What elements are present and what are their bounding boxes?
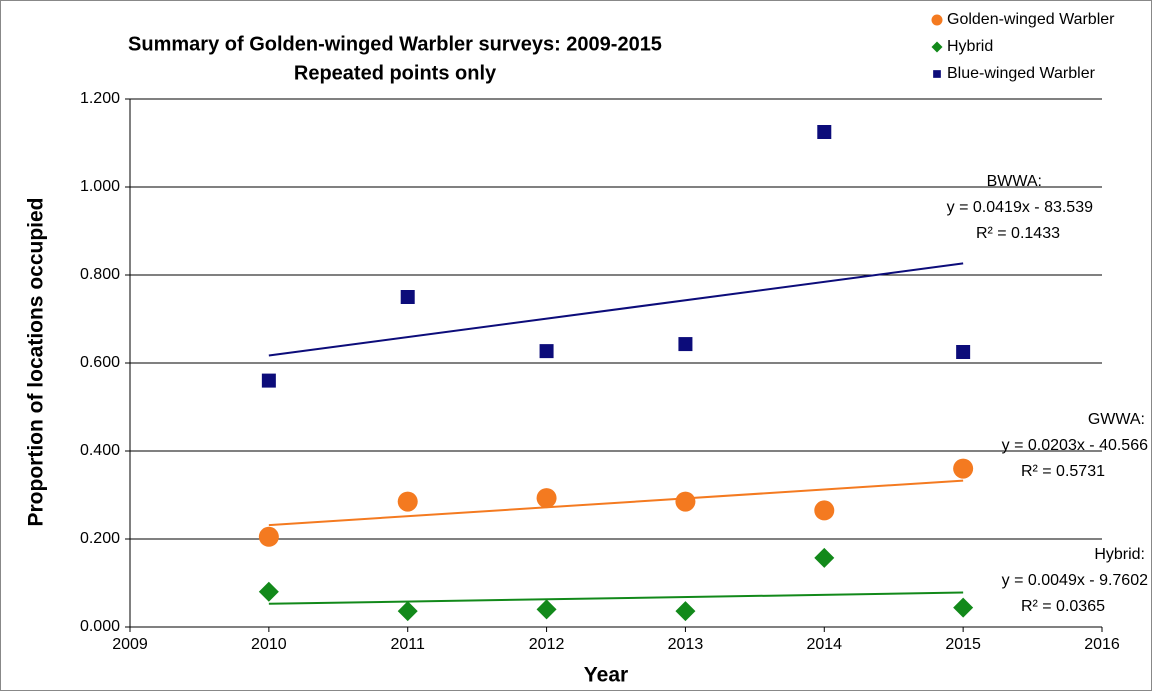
point	[675, 491, 696, 512]
point	[536, 599, 557, 620]
point	[814, 547, 835, 568]
point	[258, 581, 279, 602]
legend-label: Blue-winged Warbler	[947, 65, 1096, 82]
x-tick-label: 2014	[806, 636, 842, 653]
y-tick-label: 0.000	[80, 618, 120, 635]
y-tick-label: 0.400	[80, 442, 120, 459]
trendline-annotation: y = 0.0419x - 83.539	[947, 199, 1093, 216]
y-tick-label: 0.800	[80, 266, 120, 283]
point	[817, 125, 832, 139]
x-tick-label: 2009	[112, 636, 148, 653]
trendline-annotation: R² = 0.0365	[1021, 598, 1105, 615]
trendline-annotation: BWWA:	[987, 173, 1042, 190]
trendline-annotation: Hybrid:	[1094, 546, 1145, 563]
y-axis-title: Proportion of locations occupied	[25, 197, 48, 526]
trendline	[268, 591, 964, 605]
point	[536, 488, 557, 509]
point	[956, 345, 971, 359]
x-tick-label: 2012	[529, 636, 565, 653]
legend-marker	[933, 70, 941, 78]
point	[675, 601, 696, 622]
point	[400, 290, 415, 304]
chart-title: Summary of Golden-winged Warbler surveys…	[128, 33, 662, 55]
point	[397, 601, 418, 622]
x-tick-label: 2016	[1084, 636, 1120, 653]
legend-marker	[931, 41, 943, 53]
chart-subtitle: Repeated points only	[294, 62, 497, 84]
trendline-annotation: R² = 0.5731	[1021, 463, 1105, 480]
point	[258, 526, 279, 547]
point	[953, 597, 974, 618]
legend-label: Hybrid	[947, 38, 993, 55]
point	[397, 491, 418, 512]
point	[814, 500, 835, 521]
point	[678, 337, 693, 352]
point	[539, 344, 554, 359]
y-tick-label: 1.000	[80, 178, 120, 195]
trendline-annotation: y = 0.0203x - 40.566	[1002, 437, 1148, 454]
trendline-annotation: GWWA:	[1088, 411, 1145, 428]
x-axis-title: Year	[584, 664, 628, 687]
x-tick-label: 2010	[251, 636, 287, 653]
y-tick-label: 1.200	[80, 90, 120, 107]
y-tick-label: 0.600	[80, 354, 120, 371]
legend-label: Golden-winged Warbler	[947, 11, 1115, 28]
y-tick-label: 0.200	[80, 530, 120, 547]
point	[953, 458, 974, 479]
legend-marker	[931, 14, 943, 26]
x-tick-label: 2013	[668, 636, 704, 653]
x-tick-label: 2015	[945, 636, 981, 653]
trendline	[268, 262, 964, 357]
trendline-annotation: R² = 0.1433	[976, 225, 1060, 242]
x-tick-label: 2011	[391, 636, 426, 653]
trendline	[268, 479, 964, 527]
trendline-annotation: y = 0.0049x - 9.7602	[1002, 572, 1148, 589]
point	[261, 373, 276, 388]
